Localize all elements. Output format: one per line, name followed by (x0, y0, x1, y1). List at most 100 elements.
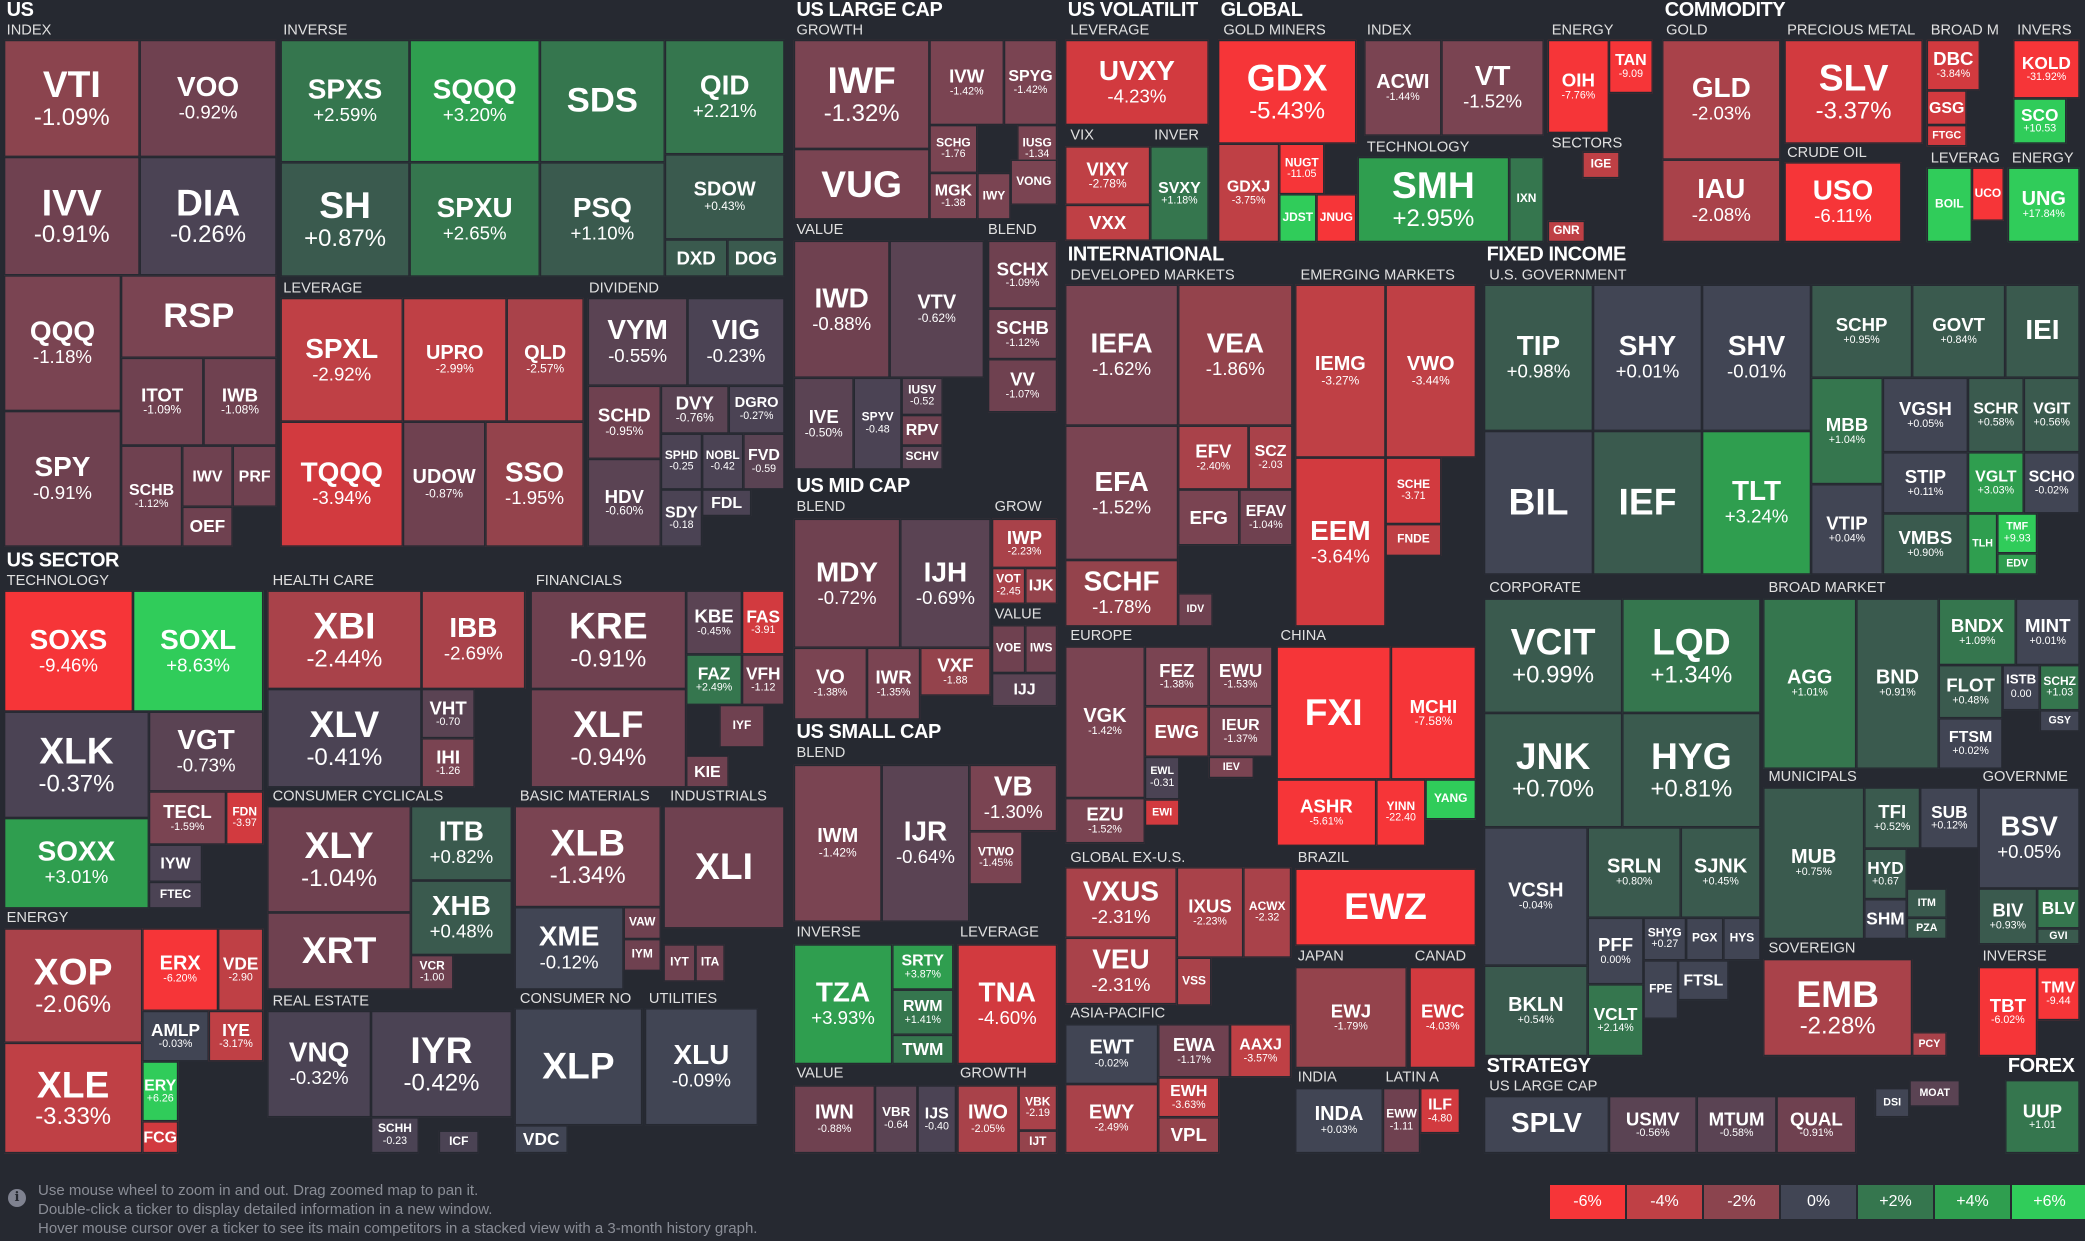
tile-iau[interactable]: IAU -2.08% (1662, 159, 1781, 243)
tile-kbe[interactable]: KBE -0.45% (686, 590, 742, 655)
tile-ewz[interactable]: EWZ (1295, 868, 1476, 946)
tile-fpe[interactable]: FPE (1643, 960, 1679, 1019)
tile-mbb[interactable]: MBB +1.04% (1811, 377, 1883, 485)
tile-tqqq[interactable]: TQQQ -3.94% (280, 421, 403, 547)
tile-smh[interactable]: SMH +2.95% (1357, 156, 1510, 243)
tile-spyv[interactable]: SPYV -0.48 (853, 377, 902, 470)
tile-iwy[interactable]: IWY (977, 172, 1011, 220)
tile-ijt[interactable]: IJT (1018, 1130, 1058, 1154)
tile-fez[interactable]: FEZ -1.38% (1144, 646, 1209, 707)
tile-vig[interactable]: VIG -0.23% (687, 297, 785, 386)
tile-rwm[interactable]: RWM +1.41% (892, 989, 954, 1035)
tile-xly[interactable]: XLY -1.04% (267, 806, 411, 913)
tile-vxx[interactable]: VXX (1065, 204, 1151, 241)
tile-vgsh[interactable]: VGSH +0.05% (1882, 377, 1968, 453)
tile-vglt[interactable]: VGLT +3.03% (1967, 452, 2024, 514)
tile-spxl[interactable]: SPXL -2.92% (280, 297, 403, 422)
tile-qqq[interactable]: QQQ -1.18% (3, 275, 122, 412)
tile-ftsl[interactable]: FTSL (1678, 960, 1729, 1001)
tile-ijr[interactable]: IJR -0.64% (881, 764, 970, 922)
tile-vgt[interactable]: VGT -0.73% (148, 711, 264, 792)
tile-iws[interactable]: IWS (1025, 625, 1058, 674)
tile-vcr[interactable]: VCR -1.00 (410, 955, 454, 990)
tile-iwf[interactable]: IWF -1.32% (793, 39, 930, 149)
tile-fxi[interactable]: FXI (1276, 646, 1391, 780)
tile-gdx[interactable]: GDX -5.43% (1218, 39, 1357, 144)
tile-shv[interactable]: SHV -0.01% (1702, 284, 1812, 431)
tile-vss[interactable]: VSS (1176, 957, 1212, 1006)
tile-schx[interactable]: SCHX -1.09% (987, 240, 1058, 309)
tile-veu[interactable]: VEU -2.31% (1065, 937, 1177, 1005)
tile-voo[interactable]: VOO -0.92% (139, 39, 277, 157)
tile-splv[interactable]: SPLV (1483, 1096, 1609, 1154)
tile-ixn[interactable]: IXN (1509, 156, 1544, 243)
tile-blv[interactable]: BLV (2037, 888, 2080, 929)
tile-vxf[interactable]: VXF -1.88 (920, 647, 991, 696)
tile-iwb[interactable]: IWB -1.08% (203, 357, 277, 446)
tile-fdl[interactable]: FDL (702, 489, 752, 517)
tile-voe[interactable]: VOE (991, 625, 1026, 674)
tile-scz[interactable]: SCZ -2.03 (1248, 425, 1293, 490)
tile-icf[interactable]: ICF (438, 1130, 479, 1154)
tile-ewt[interactable]: EWT -0.02% (1065, 1024, 1159, 1085)
tile-ibb[interactable]: IBB -2.69% (421, 590, 526, 689)
tile-spy[interactable]: SPY -0.91% (3, 411, 122, 547)
tile-ezu[interactable]: EZU -1.52% (1065, 798, 1145, 844)
tile-efa[interactable]: EFA -1.52% (1065, 425, 1179, 560)
tile-psq[interactable]: PSQ +1.10% (539, 162, 665, 277)
tile-xme[interactable]: XME -0.12% (514, 907, 624, 990)
tile-spxs[interactable]: SPXS +2.59% (280, 39, 410, 163)
tile-xli[interactable]: XLI (663, 806, 785, 929)
tile-iyt[interactable]: IYT (663, 944, 696, 982)
tile-oih[interactable]: OIH -7.76% (1547, 39, 1609, 134)
tile-biv[interactable]: BIV +0.93% (1978, 888, 2038, 945)
tile-schb[interactable]: SCHB -1.12% (121, 445, 183, 547)
tile-vxus[interactable]: VXUS -2.31% (1065, 867, 1177, 938)
tile-pcy[interactable]: PCY (1912, 1032, 1947, 1057)
tile-vtwo[interactable]: VTWO -1.45% (969, 831, 1023, 885)
tile-qid[interactable]: QID +2.21% (664, 39, 785, 155)
tile-hdv[interactable]: HDV -0.60% (587, 458, 661, 547)
tile-ief[interactable]: IEF (1592, 430, 1703, 575)
tile-gdxj[interactable]: GDXJ -3.75% (1218, 143, 1280, 243)
tile-kre[interactable]: KRE -0.91% (530, 590, 687, 689)
tile-dia[interactable]: DIA -0.26% (139, 156, 277, 276)
tile-ivv[interactable]: IVV -0.91% (3, 156, 140, 276)
tile-xlk[interactable]: XLK -0.37% (3, 711, 149, 819)
tile-yinn[interactable]: YINN -22.40 (1376, 779, 1426, 846)
tile-ieur[interactable]: IEUR -1.37% (1208, 706, 1273, 757)
tile-rpv[interactable]: RPV (901, 414, 943, 446)
tile-scho[interactable]: SCHO -0.02% (2023, 452, 2080, 514)
tile-ita[interactable]: ITA (695, 944, 725, 982)
tile-ftsm[interactable]: FTSM +0.02% (1938, 718, 2003, 769)
tile-hyd[interactable]: HYD +0.67 (1864, 848, 1907, 900)
tile-bsv[interactable]: BSV +0.05% (1978, 787, 2080, 889)
tile-iwd[interactable]: IWD -0.88% (793, 240, 890, 378)
tile-uvxy[interactable]: UVXY -4.23% (1065, 39, 1209, 126)
tile-vixy[interactable]: VIXY -2.78% (1065, 146, 1151, 205)
tile-iye[interactable]: IYE -3.17% (208, 1010, 264, 1062)
tile-spxu[interactable]: SPXU +2.65% (409, 162, 540, 277)
tile-twm[interactable]: TWM (892, 1034, 954, 1065)
tile-slv[interactable]: SLV -3.37% (1784, 39, 1923, 144)
tile-srln[interactable]: SRLN +0.80% (1587, 827, 1681, 918)
tile-schh[interactable]: SCHH -0.23 (370, 1117, 419, 1154)
tile-iwm[interactable]: IWM -1.42% (793, 764, 882, 922)
tile-fcg[interactable]: FCG (142, 1121, 179, 1154)
tile-vtip[interactable]: VTIP +0.04% (1811, 484, 1883, 575)
tile-tip[interactable]: TIP +0.98% (1483, 284, 1593, 431)
tile-iwr[interactable]: IWR -1.35% (866, 647, 921, 720)
tile-hys[interactable]: HYS (1723, 917, 1761, 961)
tile-ivw[interactable]: IVW -1.42% (929, 39, 1004, 126)
tile-dbc[interactable]: DBC -3.84% (1926, 39, 1980, 91)
tile-tmv[interactable]: TMV -9.44 (2037, 966, 2080, 1021)
tile-vpl[interactable]: VPL (1158, 1117, 1220, 1154)
tile-faz[interactable]: FAZ +2.49% (686, 654, 742, 705)
tile-uso[interactable]: USO -6.11% (1784, 162, 1902, 243)
tile-iusv[interactable]: IUSV -0.52 (901, 377, 943, 415)
tile-efv[interactable]: EFV -2.40% (1178, 425, 1249, 490)
tile-prf[interactable]: PRF (232, 445, 277, 507)
tile-bnd[interactable]: BND +0.91% (1856, 598, 1939, 769)
tile-xrt[interactable]: XRT (267, 912, 411, 990)
tile-jdst[interactable]: JDST (1279, 194, 1317, 243)
